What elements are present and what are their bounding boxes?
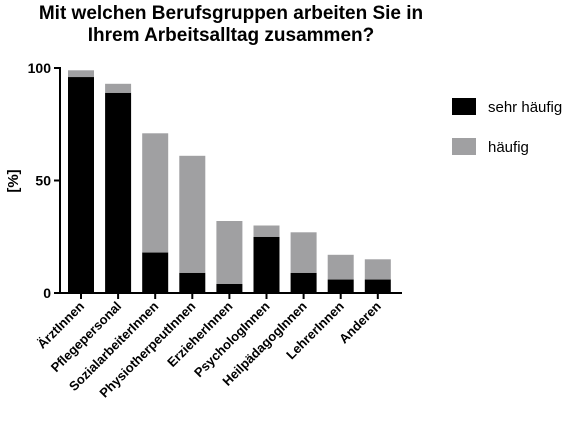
- x-tick-label: ErzieherInnen: [164, 298, 235, 369]
- bar-haeufig: [216, 221, 243, 284]
- legend-label-haeufig: häufig: [488, 139, 529, 156]
- bar-sehr-haeufig: [364, 279, 391, 293]
- bar-haeufig: [68, 70, 94, 78]
- bar-sehr-haeufig: [179, 272, 206, 294]
- bar-sehr-haeufig: [105, 92, 132, 294]
- legend-swatch-sehr-haeufig: [452, 98, 476, 115]
- chart-title-line-2: Ihrem Arbeitsalltag zusammen?: [88, 25, 374, 46]
- bar-haeufig: [290, 232, 317, 273]
- legend-swatch-haeufig: [452, 138, 476, 155]
- chart-title-line-1: Mit welchen Berufsgruppen arbeiten Sie i…: [39, 3, 423, 24]
- bar-haeufig: [253, 225, 280, 237]
- bar-sehr-haeufig: [68, 77, 94, 293]
- bar-haeufig: [327, 254, 354, 280]
- bar-sehr-haeufig: [290, 272, 317, 294]
- bar-sehr-haeufig: [142, 252, 169, 293]
- bar-haeufig: [179, 155, 206, 273]
- bar-sehr-haeufig: [216, 284, 243, 293]
- bar-sehr-haeufig: [253, 236, 280, 294]
- bar-haeufig: [364, 259, 391, 280]
- y-tick-label: 100: [28, 60, 52, 76]
- bar-haeufig: [105, 83, 132, 93]
- y-tick-label: 50: [35, 173, 51, 189]
- plot-area: [68, 70, 391, 294]
- y-tick-label: 0: [43, 285, 51, 301]
- y-axis-label: [%]: [5, 169, 22, 192]
- bar-haeufig: [142, 133, 169, 253]
- bar-sehr-haeufig: [327, 279, 354, 293]
- legend-label-sehr-haeufig: sehr häufig: [488, 99, 562, 116]
- legend: sehr häufig häufig: [452, 98, 562, 156]
